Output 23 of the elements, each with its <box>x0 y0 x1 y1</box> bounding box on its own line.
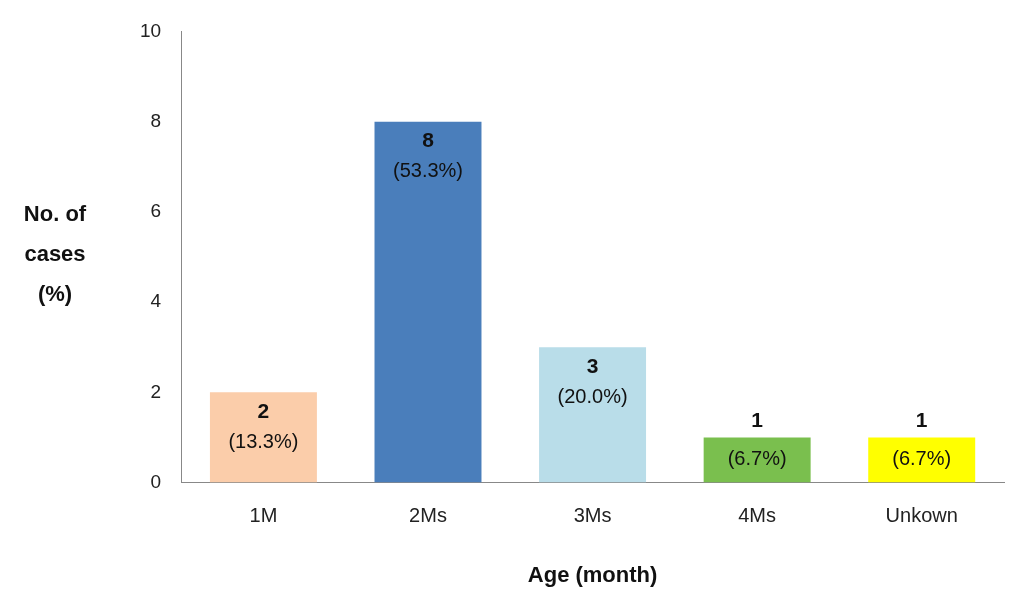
x-tick-label: 2Ms <box>409 504 447 527</box>
y-tick-label: 0 <box>150 470 162 492</box>
data-label: 1 (6.7%) <box>727 408 787 469</box>
bar <box>703 437 811 483</box>
y-tick-label: 10 <box>139 19 162 41</box>
y-tick-label: 4 <box>150 290 162 312</box>
data-label: 1 (6.7%) <box>892 408 952 469</box>
data-label: 8 (53.3%) <box>392 128 464 182</box>
y-axis-title: No. of cases (%) <box>23 201 87 307</box>
data-label: 3 (20.0%) <box>557 354 628 407</box>
x-axis-title: Age (month) <box>527 561 658 587</box>
data-label: 2 (13.3%) <box>228 399 299 452</box>
y-tick-label: 8 <box>150 109 162 131</box>
bar <box>209 392 317 483</box>
y-tick-label: 2 <box>150 380 162 402</box>
x-tick-label: 4Ms <box>738 504 777 527</box>
bar <box>374 121 482 483</box>
bar <box>868 437 976 483</box>
y-tick-label: 6 <box>150 200 162 222</box>
x-tick-label: Unkown <box>885 504 958 527</box>
bar <box>539 347 647 483</box>
x-tick-label: 3Ms <box>573 504 612 527</box>
x-tick-label: 1M <box>249 504 278 527</box>
